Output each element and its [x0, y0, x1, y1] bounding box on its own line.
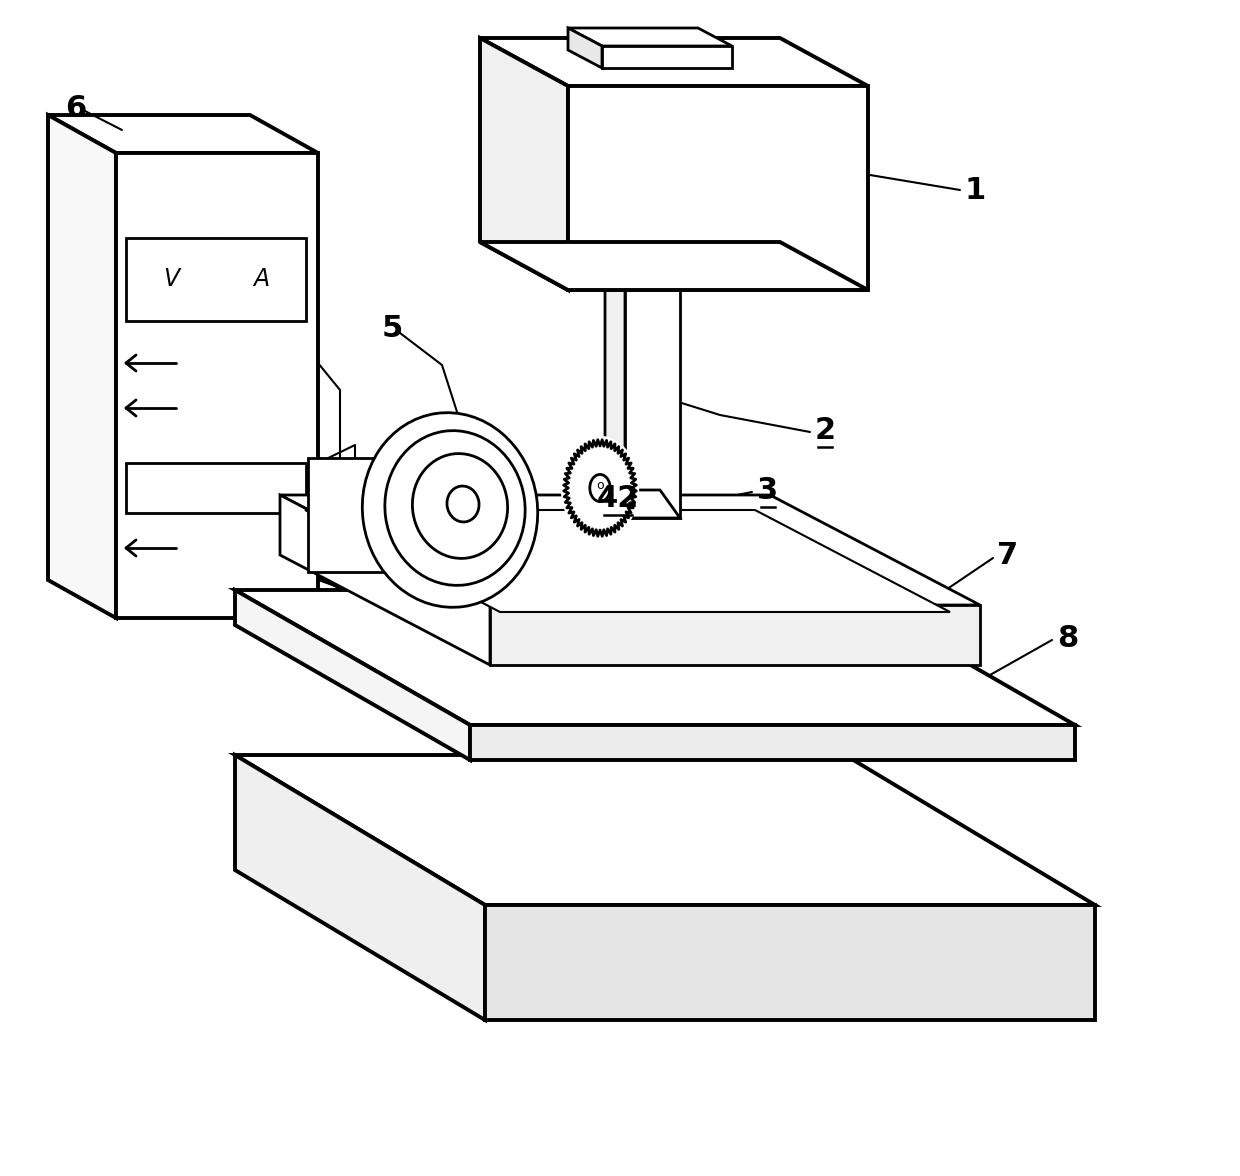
Polygon shape [308, 457, 415, 572]
Polygon shape [568, 28, 601, 68]
Polygon shape [605, 490, 680, 517]
Text: 1: 1 [965, 175, 986, 205]
Text: A: A [253, 267, 269, 290]
Polygon shape [625, 263, 680, 517]
Polygon shape [480, 38, 868, 86]
Polygon shape [601, 46, 732, 68]
Text: 6: 6 [66, 94, 87, 122]
Polygon shape [605, 235, 625, 517]
Text: o: o [596, 479, 604, 492]
Text: 3: 3 [758, 475, 779, 505]
Polygon shape [48, 115, 117, 619]
Polygon shape [280, 495, 980, 604]
Polygon shape [236, 590, 470, 760]
Polygon shape [490, 604, 980, 664]
Polygon shape [236, 755, 1095, 906]
Text: 2: 2 [815, 415, 836, 445]
Ellipse shape [384, 430, 526, 586]
Polygon shape [485, 906, 1095, 1020]
Polygon shape [126, 463, 306, 513]
Ellipse shape [562, 436, 639, 540]
Polygon shape [470, 724, 1075, 760]
Polygon shape [236, 590, 1075, 724]
Polygon shape [48, 115, 317, 153]
Polygon shape [305, 510, 950, 612]
Text: 8: 8 [1058, 623, 1079, 653]
Ellipse shape [413, 454, 507, 559]
Polygon shape [126, 238, 306, 321]
Polygon shape [568, 28, 732, 46]
Polygon shape [480, 242, 868, 290]
Text: 5: 5 [382, 314, 403, 342]
Text: V: V [162, 267, 179, 290]
Polygon shape [605, 235, 680, 263]
Ellipse shape [362, 413, 538, 607]
Text: 42: 42 [596, 483, 639, 513]
Polygon shape [480, 38, 568, 290]
Ellipse shape [590, 474, 610, 501]
Polygon shape [117, 153, 317, 619]
Polygon shape [280, 495, 490, 664]
Polygon shape [568, 86, 868, 290]
Text: 7: 7 [997, 541, 1018, 569]
Polygon shape [236, 755, 485, 1020]
Ellipse shape [446, 486, 479, 522]
